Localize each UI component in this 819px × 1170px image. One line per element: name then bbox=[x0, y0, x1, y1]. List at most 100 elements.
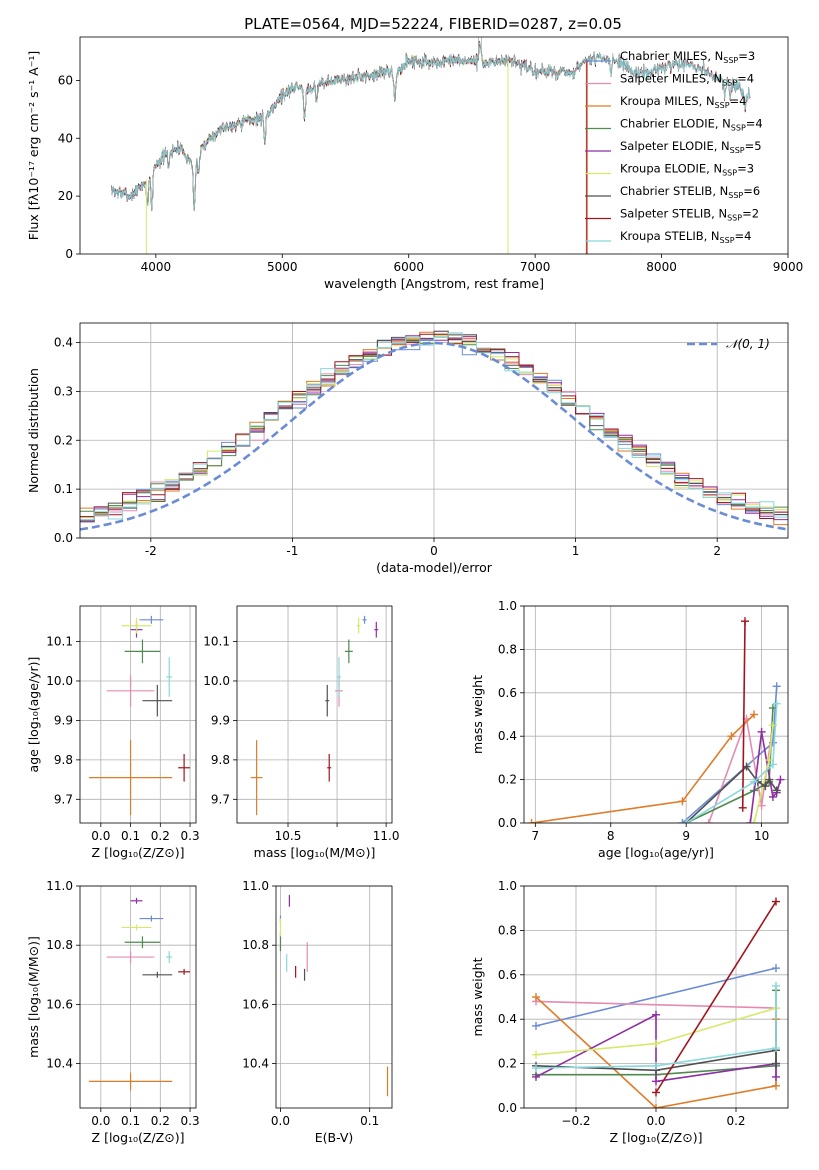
mass_vs_Z-frame bbox=[79, 885, 197, 1109]
weight-marker bbox=[772, 1081, 780, 1090]
x-tick-label: 0.0 bbox=[271, 1114, 290, 1128]
residuals-panel: -2 -1 0 1 2 0.0 0.1 0.2 0.3 0.4 (data-model)/error… bbox=[26, 322, 789, 575]
weight-marker bbox=[652, 1104, 660, 1108]
spectrum-plot-area bbox=[111, 37, 751, 254]
mass_vs_ebv-grid bbox=[276, 885, 392, 1108]
age_vs_Z-grid bbox=[80, 606, 196, 823]
weight-marker bbox=[750, 710, 759, 719]
x-tick-label: 8000 bbox=[646, 260, 677, 274]
x-axis-label: E(B-V) bbox=[315, 1130, 354, 1145]
weight_vs_age-axes: 7 8 9 10 0.0 0.2 0.4 0.6 0.8 1.0 age [log₁₀(age/yr… bbox=[470, 599, 789, 860]
y-tick-label: 1.0 bbox=[498, 599, 517, 613]
residuals-axes: -2 -1 0 1 2 0.0 0.1 0.2 0.3 0.4 (data-model)/error… bbox=[26, 322, 789, 575]
y-tick-label: 9.8 bbox=[211, 753, 230, 767]
histogram-kroupa-stelib bbox=[80, 332, 788, 521]
weight_vs_age-plot-area bbox=[527, 617, 785, 823]
errorbar-point bbox=[325, 684, 330, 717]
spectrum-line-chabrier-miles bbox=[111, 41, 586, 211]
legend-entry: Salpeter STELIB, NSSP=2 bbox=[620, 207, 759, 223]
legend-entry: Salpeter MILES, NSSP=4 bbox=[620, 72, 754, 88]
x-tick-label: 2 bbox=[713, 544, 721, 558]
age_vs_mass-axes: 10.5 11.0 9.7 9.8 9.9 10.0 10.1 mass [log₁₀(M/M… bbox=[203, 605, 399, 860]
y-axis-label: Normed distribution bbox=[26, 368, 41, 493]
weight-marker bbox=[527, 819, 536, 823]
errorbar-point bbox=[166, 657, 173, 697]
y-tick-label: 0.2 bbox=[498, 1057, 517, 1071]
x-tick-label: 6000 bbox=[393, 260, 424, 274]
y-tick-label: 9.7 bbox=[54, 792, 73, 806]
figure-title: PLATE=0564, MJD=52224, FIBERID=0287, z=0… bbox=[244, 15, 622, 33]
age_vs_mass-frame bbox=[236, 605, 393, 824]
y-tick-label: 0.0 bbox=[54, 531, 73, 545]
weight-line-chabrier-stelib bbox=[685, 765, 778, 823]
spectrum-line-kroupa-stelib bbox=[111, 42, 751, 212]
y-tick-label: 0.6 bbox=[498, 968, 517, 982]
mass_vs_Z-axes: 0.0 0.1 0.2 0.3 10.4 10.6 10.8 11.0 Z [log₁₀(Z/Z… bbox=[26, 879, 200, 1145]
mass_vs_ebv-frame bbox=[275, 885, 393, 1109]
normal-reference-curve bbox=[80, 341, 788, 531]
x-axis-label: Z [log₁₀(Z/Z⊙)] bbox=[92, 845, 185, 860]
weight-marker bbox=[768, 703, 777, 712]
legend-entry: Kroupa MILES, NSSP=4 bbox=[620, 94, 746, 110]
weight-marker bbox=[750, 819, 759, 823]
errorbar-point bbox=[121, 617, 152, 634]
weight-marker bbox=[772, 1044, 780, 1053]
weight-marker bbox=[768, 792, 777, 801]
age_vs_mass-grid bbox=[237, 606, 392, 823]
weight-marker bbox=[772, 699, 781, 708]
y-tick-label: 9.8 bbox=[54, 753, 73, 767]
spectrum-line-chabrier-elodie bbox=[111, 42, 511, 211]
errorbar-point bbox=[124, 936, 161, 949]
weight-marker bbox=[682, 819, 691, 823]
errorbar-point bbox=[178, 968, 191, 975]
legend-entry: Chabrier MILES, NSSP=3 bbox=[620, 49, 755, 65]
weight-marker bbox=[738, 803, 747, 812]
mass_vs_Z-plot-area bbox=[88, 897, 191, 1091]
errorbar-point bbox=[139, 615, 164, 624]
weight-marker bbox=[727, 732, 736, 741]
weight-marker bbox=[678, 819, 687, 823]
weight_vs_Z-frame bbox=[523, 885, 789, 1109]
y-tick-label: 0.4 bbox=[54, 336, 73, 350]
x-tick-label: 5000 bbox=[267, 260, 298, 274]
x-tick-label: 0.3 bbox=[181, 1114, 200, 1128]
weight-marker bbox=[746, 819, 755, 823]
errorbar-point bbox=[106, 951, 155, 963]
residuals-legend: 𝒩(0, 1) bbox=[687, 337, 770, 351]
x-axis-label: (data-model)/error bbox=[376, 560, 493, 575]
weight-marker bbox=[772, 1072, 780, 1081]
spectrum-line-kroupa-elodie bbox=[145, 41, 511, 212]
weight-marker bbox=[772, 964, 780, 973]
errorbar-point bbox=[124, 639, 161, 664]
weight-marker bbox=[757, 727, 766, 736]
weight-marker bbox=[652, 1039, 660, 1048]
weight-line-kroupa-miles bbox=[531, 713, 755, 823]
y-tick-label: 0.0 bbox=[498, 1101, 517, 1115]
spectrum-legend: Chabrier MILES, NSSP=3 Salpeter MILES, NS… bbox=[585, 49, 763, 245]
weight_vs_Z-plot-area bbox=[532, 897, 780, 1108]
x-tick-label: 0.2 bbox=[151, 829, 170, 843]
weight_vs_Z-panel: −0.2 0.0 0.2 0.0 0.2 0.4 0.6 0.8 1.0 Z [log₁₀(Z/Z… bbox=[470, 879, 789, 1145]
y-tick-label: 10.4 bbox=[242, 1057, 269, 1071]
y-tick-label: 0.4 bbox=[498, 729, 517, 743]
residuals-plot-area bbox=[80, 330, 788, 531]
mass_vs_ebv-axes: 0.0 0.1 10.4 10.6 10.8 11.0 E(B-V) bbox=[242, 879, 393, 1145]
x-tick-label: 8 bbox=[607, 829, 615, 843]
y-tick-label: 20 bbox=[58, 189, 73, 203]
x-tick-label: 4000 bbox=[141, 260, 172, 274]
x-tick-label: 0.0 bbox=[91, 1114, 110, 1128]
weight-marker bbox=[772, 1059, 780, 1068]
y-tick-label: 10.8 bbox=[242, 938, 269, 952]
x-tick-label: 7 bbox=[531, 829, 539, 843]
residuals-grid bbox=[80, 323, 788, 539]
errorbar-point bbox=[356, 617, 361, 634]
y-tick-label: 0.4 bbox=[498, 1012, 517, 1026]
weight_vs_Z-axes: −0.2 0.0 0.2 0.0 0.2 0.4 0.6 0.8 1.0 Z [log₁₀(Z/Z… bbox=[470, 879, 789, 1145]
weight-marker bbox=[761, 782, 770, 791]
weight-marker bbox=[772, 786, 781, 795]
weight-marker bbox=[652, 1088, 660, 1097]
y-tick-label: 0.1 bbox=[54, 482, 73, 496]
weight-marker bbox=[532, 1021, 540, 1030]
y-tick-label: 60 bbox=[58, 73, 73, 87]
x-axis-label: Z [log₁₀(Z/Z⊙)] bbox=[92, 1130, 185, 1145]
